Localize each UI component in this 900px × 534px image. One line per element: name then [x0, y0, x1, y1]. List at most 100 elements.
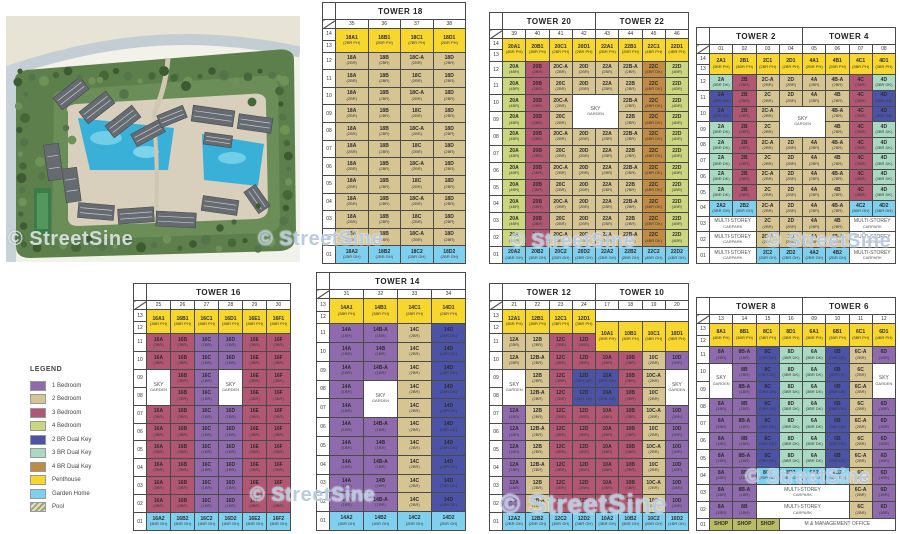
legend-swatch — [30, 407, 46, 418]
unit-cell: 16A1 (3BR PH) — [146, 309, 171, 334]
unit-cell: 10D1 (3BR PH) — [664, 321, 690, 352]
unit-cell: 18B (2BR) — [367, 192, 401, 212]
unit-cell: 18C1 (2BR PH) — [400, 28, 434, 53]
unit-cell: 10B (3BR) — [618, 422, 643, 442]
unit-cell: 20D (2BR) — [571, 161, 597, 180]
unit-cell: 4A (2BR) — [801, 137, 827, 154]
floor-label: 07 — [696, 152, 710, 170]
unit-cell: 14C (2BR) — [397, 454, 432, 475]
unit-cell: 6B (2BR DK) — [825, 380, 850, 399]
tower-grid-2-4: TOWER 2 TOWER 4 01 02 03 04 05 06 07 08 14 2A1 (3BR … — [696, 27, 897, 264]
unit-cell: 12B (2BR) — [525, 404, 550, 424]
floor-label: 09 — [322, 104, 336, 124]
facility-cell: MULTI-STOREY CARPARK — [709, 231, 757, 249]
unit-cell: 4B1 (2BR PH) — [825, 52, 850, 76]
tower-title: TOWER 16 — [146, 283, 291, 301]
unit-cell: 10D (1BR) — [664, 440, 690, 460]
unit-cell: 18C (2BR) — [400, 139, 434, 159]
unit-cell: 22B (2BR) — [618, 144, 643, 163]
floor-label: 04 — [489, 195, 503, 214]
unit-cell: 8D (3BR DK) — [778, 363, 804, 382]
floor-stack-corner-cell — [489, 29, 503, 39]
unit-cell: 6C-A (2BR) — [848, 380, 873, 399]
floor-label: 08 — [322, 122, 336, 141]
unit-cell: 22D (4BR) — [664, 77, 690, 96]
unit-cell: 2C-A (2BR) — [755, 231, 780, 249]
unit-cell: 18C (2BR) — [400, 104, 434, 124]
floor-label: 09 — [489, 368, 503, 388]
facility-cell: M & MANAGEMENT OFFICE — [778, 518, 897, 531]
unit-cell: 2A (2BR DK) — [708, 105, 734, 123]
tower-title: TOWER 20 — [502, 12, 596, 30]
unit-cell: 12B (2BR) — [525, 368, 550, 388]
unit-cell: 6D1 (4BR PH) — [871, 322, 897, 348]
unit-cell: 14D2 (2BR GH) — [431, 511, 466, 531]
unit-cell: 18C (2BR) — [400, 69, 434, 88]
floor-label: 02 — [696, 231, 710, 249]
stack-number: 31 — [329, 289, 364, 299]
unit-cell: 20B (3BR) — [525, 94, 550, 113]
unit-cell: 22A (2BR) — [594, 178, 620, 197]
unit-cell: 16D1 (3BR PH) — [218, 309, 243, 334]
unit-cell: 2D (2BR) — [778, 215, 804, 233]
unit-cell: 22C (4BR DK) — [641, 60, 666, 79]
unit-cell: 16F (3BR) — [266, 494, 291, 514]
unit-cell: 12D (2BR DK) — [571, 368, 597, 388]
unit-cell: 12B (2BR) — [525, 476, 550, 496]
unit-cell: 20A (4BR) — [501, 111, 527, 130]
unit-cell: 18B (2BR) — [367, 174, 401, 194]
unit-cell: 12C (3BR) — [548, 476, 573, 496]
unit-cell: 18A (2BR) — [335, 174, 369, 194]
floor-label: 03 — [489, 476, 503, 496]
unit-cell: 14B-A (1BR) — [363, 360, 398, 381]
floor-label: 04 — [316, 454, 330, 475]
unit-cell: 2D (2BR) — [778, 168, 804, 186]
unit-cell: 8A (1BR) — [708, 414, 734, 434]
unit-cell: 4C (3BR) — [848, 105, 873, 123]
unit-cell: 12A (1BR) — [501, 494, 527, 514]
unit-cell: 18C-A (2BR) — [400, 86, 434, 106]
floor-label: 03 — [696, 215, 710, 233]
unit-cell: 16B (3BR) — [170, 440, 195, 460]
stack-number: 36 — [367, 19, 401, 29]
unit-cell: 18D1 (2BR PH) — [432, 28, 466, 53]
floor-label: 01 — [489, 512, 503, 531]
unit-cell: 10D (1BR) — [664, 404, 690, 424]
unit-cell: 2B (3BR) — [732, 74, 757, 91]
unit-cell: 6A (3BR DK) — [801, 432, 827, 451]
floor-label: 02 — [696, 501, 710, 520]
facility-cell: SKY GARDEN — [501, 368, 527, 406]
unit-cell: 14C (2BR) — [397, 379, 432, 400]
unit-cell: 20C-A (2BR) — [548, 195, 573, 214]
unit-cell: 10B2 (3BR GH) — [618, 512, 643, 531]
unit-cell: 4D (3BR DK) — [871, 121, 897, 139]
site-plan — [6, 16, 300, 262]
unit-cell: 6C1 (3BR PH) — [848, 322, 873, 348]
unit-cell: 16F (3BR) — [266, 368, 291, 388]
unit-cell: 4B-A (2BR) — [825, 199, 850, 217]
stack-number: 15 — [755, 314, 780, 324]
legend-item: 4 BR Dual Key — [30, 460, 142, 474]
unit-cell: 4D (3BR DK) — [871, 137, 897, 154]
unit-cell: 4B (2BR) — [825, 215, 850, 233]
unit-cell: 4D (3BR DK) — [871, 168, 897, 186]
unit-cell: 22B-A (2BR) — [618, 94, 643, 113]
unit-cell: 20B (3BR) — [525, 195, 550, 214]
unit-cell: 16F (3BR) — [266, 386, 291, 406]
legend-swatch — [30, 461, 46, 472]
unit-cell: 2A1 (3BR PH) — [708, 52, 734, 76]
unit-cell: 14C (2BR) — [397, 341, 432, 362]
unit-cell: 22D (4BR) — [664, 229, 690, 248]
unit-cell: 6C-A (2BR) — [848, 449, 873, 468]
unit-cell: 2B (3BR) — [732, 89, 757, 107]
unit-cell: 22D2 (4BR GH) — [664, 246, 690, 264]
unit-cell: 18A (2BR) — [335, 122, 369, 141]
unit-cell: 16D (1BR) — [218, 350, 243, 370]
unit-cell: 4B (2BR) — [825, 121, 850, 139]
unit-cell: 2C-A (2BR) — [755, 105, 780, 123]
unit-cell: 12A (1BR) — [501, 422, 527, 442]
unit-cell: 8B1 (3BR PH) — [732, 322, 757, 348]
legend-label: Garden Home — [52, 490, 90, 497]
unit-cell: 10C-A (2BR) — [641, 440, 666, 460]
unit-cell: 8B-A (1BR) — [732, 449, 757, 468]
